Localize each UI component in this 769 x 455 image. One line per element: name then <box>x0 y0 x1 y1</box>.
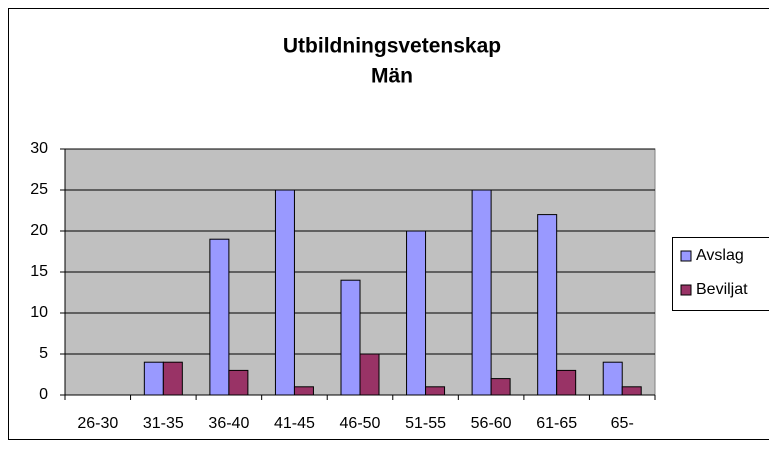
y-tick-label: 0 <box>39 386 48 403</box>
bar <box>621 386 642 396</box>
legend-swatch <box>680 284 692 296</box>
y-tick-label: 20 <box>30 222 48 239</box>
x-tick-label: 36-40 <box>208 415 249 432</box>
bar <box>340 279 361 396</box>
chart-title: Utbildningsvetenskap <box>283 35 501 58</box>
bar <box>425 386 446 396</box>
y-tick-label: 15 <box>30 263 48 280</box>
x-tick-label: 26-30 <box>77 415 118 432</box>
x-tick-label: 61-65 <box>536 415 577 432</box>
y-tick-label: 10 <box>30 304 48 321</box>
bar <box>143 361 164 396</box>
y-tick-label: 5 <box>39 345 48 362</box>
x-tick-label: 41-45 <box>274 415 315 432</box>
bar <box>162 361 183 396</box>
bar <box>274 189 295 396</box>
x-tick-label: 65- <box>611 415 634 432</box>
bar <box>602 361 623 396</box>
bar <box>537 214 558 396</box>
y-tick-label: 25 <box>30 181 48 198</box>
x-tick-label: 46-50 <box>340 415 381 432</box>
x-tick-label: 31-35 <box>143 415 184 432</box>
legend-box <box>672 237 769 311</box>
bar <box>490 378 511 396</box>
x-tick-label: 51-55 <box>405 415 446 432</box>
bar <box>293 386 314 396</box>
legend-label: Avslag <box>696 247 744 264</box>
legend-swatch <box>680 250 692 262</box>
legend-label: Beviljat <box>696 281 748 298</box>
bar <box>406 230 427 396</box>
bar <box>359 353 380 396</box>
bar <box>471 189 492 396</box>
bar <box>556 369 577 396</box>
x-tick-label: 56-60 <box>471 415 512 432</box>
bar <box>228 369 249 396</box>
chart-subtitle: Män <box>371 65 413 88</box>
y-tick-label: 30 <box>30 140 48 157</box>
bar <box>209 238 230 396</box>
